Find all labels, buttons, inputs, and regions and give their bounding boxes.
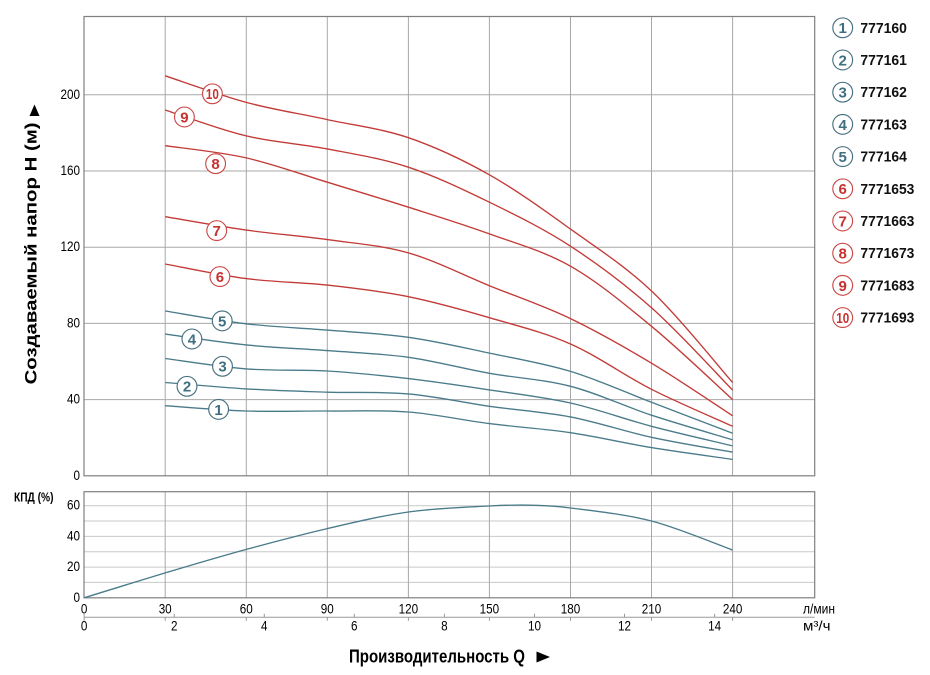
svg-text:120: 120 [399, 601, 419, 617]
svg-text:7771683: 7771683 [860, 277, 914, 294]
svg-text:6: 6 [216, 269, 224, 286]
svg-text:7: 7 [213, 223, 221, 240]
svg-text:8: 8 [441, 618, 448, 634]
svg-text:2: 2 [839, 52, 847, 69]
svg-text:2: 2 [171, 618, 178, 634]
svg-text:2: 2 [183, 379, 191, 396]
svg-text:9: 9 [839, 278, 847, 295]
svg-text:20: 20 [67, 558, 80, 574]
svg-text:4: 4 [839, 117, 848, 134]
svg-text:60: 60 [67, 497, 80, 513]
svg-text:14: 14 [708, 618, 721, 634]
svg-text:777164: 777164 [860, 149, 907, 166]
svg-text:10: 10 [528, 618, 541, 634]
svg-text:60: 60 [240, 601, 253, 617]
svg-text:120: 120 [61, 238, 81, 254]
svg-text:6: 6 [351, 618, 358, 634]
svg-text:4: 4 [188, 331, 197, 348]
svg-text:6: 6 [839, 181, 847, 198]
svg-text:10: 10 [206, 86, 219, 103]
svg-text:Создаваемый напор Н (м): Создаваемый напор Н (м) [22, 122, 41, 384]
svg-text:0: 0 [74, 589, 81, 605]
svg-text:8: 8 [839, 246, 847, 263]
svg-text:30: 30 [159, 601, 172, 617]
svg-text:4: 4 [261, 618, 268, 634]
svg-text:КПД (%): КПД (%) [14, 491, 54, 505]
svg-text:777161: 777161 [860, 52, 907, 69]
svg-text:200: 200 [61, 86, 81, 102]
svg-text:10: 10 [836, 310, 849, 327]
svg-text:777162: 777162 [860, 84, 907, 101]
svg-text:160: 160 [61, 162, 81, 178]
svg-text:3: 3 [839, 85, 847, 102]
svg-text:7771663: 7771663 [860, 213, 914, 230]
svg-text:3: 3 [218, 359, 226, 376]
svg-text:0: 0 [81, 601, 88, 617]
svg-text:7: 7 [839, 213, 847, 230]
svg-text:5: 5 [839, 149, 847, 166]
svg-text:90: 90 [321, 601, 334, 617]
svg-text:80: 80 [67, 314, 80, 330]
svg-text:1: 1 [214, 402, 222, 419]
svg-text:180: 180 [561, 601, 581, 617]
svg-text:7771673: 7771673 [860, 245, 914, 262]
svg-text:м³/ч: м³/ч [803, 618, 831, 634]
svg-text:1: 1 [839, 20, 847, 37]
svg-text:210: 210 [642, 601, 662, 617]
svg-text:240: 240 [723, 601, 743, 617]
svg-text:150: 150 [480, 601, 500, 617]
svg-text:Производительность Q: Производительность Q [349, 647, 525, 667]
svg-text:5: 5 [218, 313, 226, 330]
svg-text:л/мин: л/мин [803, 601, 835, 617]
svg-text:777160: 777160 [860, 20, 907, 37]
svg-text:7771653: 7771653 [860, 181, 914, 198]
svg-text:12: 12 [618, 618, 631, 634]
svg-text:0: 0 [81, 618, 88, 634]
svg-text:9: 9 [180, 109, 188, 126]
svg-text:777163: 777163 [860, 116, 907, 133]
svg-text:40: 40 [67, 391, 80, 407]
svg-text:7771693: 7771693 [860, 310, 914, 327]
svg-text:8: 8 [211, 156, 219, 173]
svg-text:40: 40 [67, 527, 80, 543]
svg-text:0: 0 [74, 467, 81, 483]
